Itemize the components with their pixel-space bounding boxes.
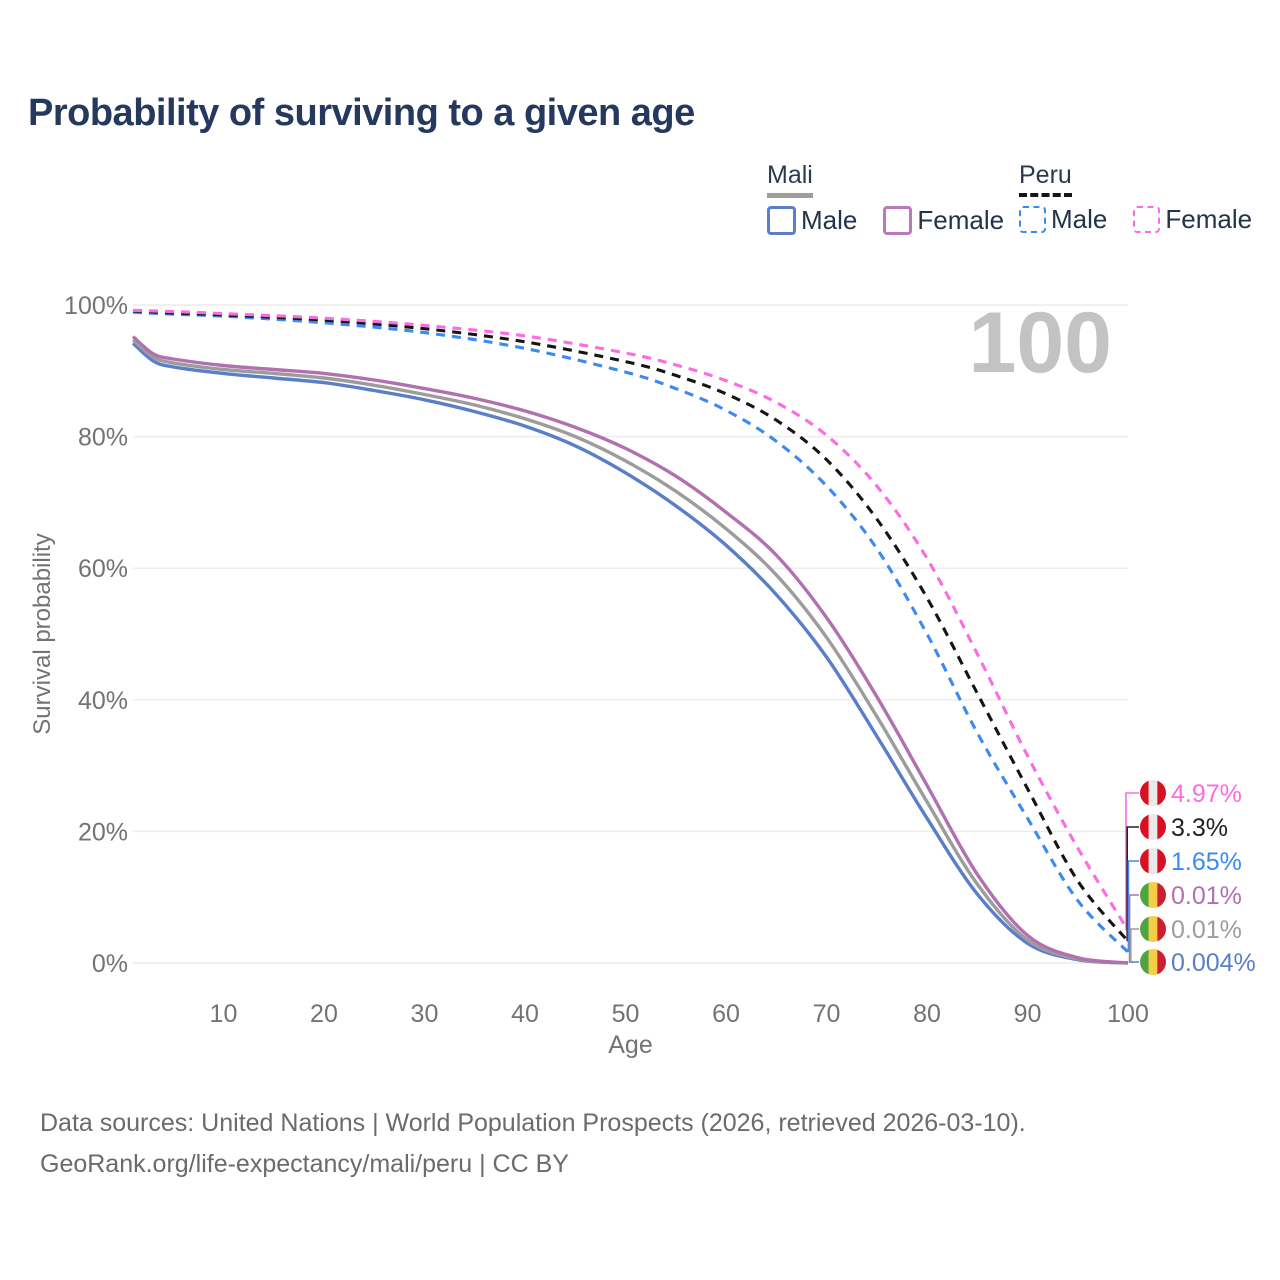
x-tick-label: 70 [813, 1000, 841, 1028]
legend-row-mali: Male Female [767, 205, 1004, 236]
peru-flag-icon [1140, 814, 1166, 840]
x-tick-label: 60 [712, 1000, 740, 1028]
endpoint-connector-mali_female [1128, 894, 1139, 963]
y-axis-title: Survival probability [29, 533, 56, 734]
age-counter: 100 [969, 295, 1113, 391]
y-tick-label: 20% [78, 818, 128, 846]
page-title: Probability of surviving to a given age [28, 92, 695, 134]
legend-header-mali[interactable]: Mali [767, 161, 813, 198]
x-tick-label: 90 [1014, 1000, 1042, 1028]
y-tick-label: 80% [78, 424, 128, 452]
legend-header-peru[interactable]: Peru [1019, 161, 1072, 197]
y-tick-label: 60% [78, 555, 128, 583]
mali-flag-icon [1140, 949, 1166, 975]
mali-flag-icon [1140, 916, 1166, 942]
x-tick-label: 40 [511, 1000, 539, 1028]
y-tick-label: 40% [78, 687, 128, 715]
endpoint-value-label: 0.01% [1171, 882, 1242, 910]
endpoint-connector-peru_male [1127, 860, 1139, 953]
x-tick-label: 10 [210, 1000, 238, 1028]
legend-group-mali: Mali Male Female [767, 161, 1004, 236]
peru-male-swatch-icon [1019, 206, 1046, 233]
legend-item-label: Female [1165, 204, 1253, 234]
series-line-mali_total[interactable] [131, 338, 1129, 965]
x-tick-label: 100 [1107, 1000, 1149, 1028]
x-tick-label: 30 [411, 1000, 439, 1028]
peru-flag-icon [1140, 848, 1166, 874]
series-line-mali_male[interactable] [131, 341, 1129, 965]
legend-item-peru-female[interactable]: Female [1133, 204, 1252, 235]
legend-item-mali-male[interactable]: Male [767, 205, 857, 236]
endpoint-value-label: 4.97% [1171, 780, 1242, 808]
endpoint-connector-peru_female [1125, 792, 1139, 931]
series-line-peru_female[interactable] [132, 308, 1130, 932]
series-line-peru_total[interactable] [132, 309, 1130, 943]
y-tick-label: 100% [64, 292, 128, 320]
series-line-mali_female[interactable] [131, 335, 1129, 965]
legend-item-peru-male[interactable]: Male [1019, 204, 1107, 235]
endpoint-connector-mali_male [1131, 961, 1139, 963]
peru-flag-icon [1140, 780, 1166, 806]
mali-male-swatch-icon [767, 206, 796, 235]
data-sources-line: Data sources: United Nations | World Pop… [40, 1109, 1026, 1137]
attribution-line: GeoRank.org/life-expectancy/mali/peru | … [40, 1150, 569, 1178]
endpoint-connector-mali_total [1130, 928, 1139, 963]
endpoint-value-label: 1.65% [1171, 848, 1242, 876]
legend-row-peru: Male Female [1019, 204, 1252, 235]
legend-group-peru: Peru Male Female [1019, 161, 1252, 235]
x-tick-label: 20 [310, 1000, 338, 1028]
peru-female-swatch-icon [1133, 206, 1161, 233]
chart-footer: Data sources: United Nations | World Pop… [40, 1103, 1026, 1185]
endpoint-connector-peru_total [1126, 826, 1139, 942]
legend-item-mali-female[interactable]: Female [883, 205, 1004, 236]
endpoint-value-label: 3.3% [1171, 814, 1228, 842]
mali-flag-icon [1140, 882, 1166, 908]
x-tick-label: 50 [612, 1000, 640, 1028]
endpoint-value-label: 0.004% [1171, 949, 1256, 977]
x-axis-title: Age [608, 1031, 652, 1059]
legend-item-label: Female [917, 205, 1005, 235]
series-line-peru_male[interactable] [132, 310, 1130, 954]
legend-item-label: Male [801, 205, 858, 235]
legend-item-label: Male [1051, 204, 1108, 234]
y-tick-label: 0% [92, 950, 128, 978]
endpoint-value-label: 0.01% [1171, 916, 1242, 944]
x-tick-label: 80 [913, 1000, 941, 1028]
mali-female-swatch-icon [883, 206, 913, 235]
